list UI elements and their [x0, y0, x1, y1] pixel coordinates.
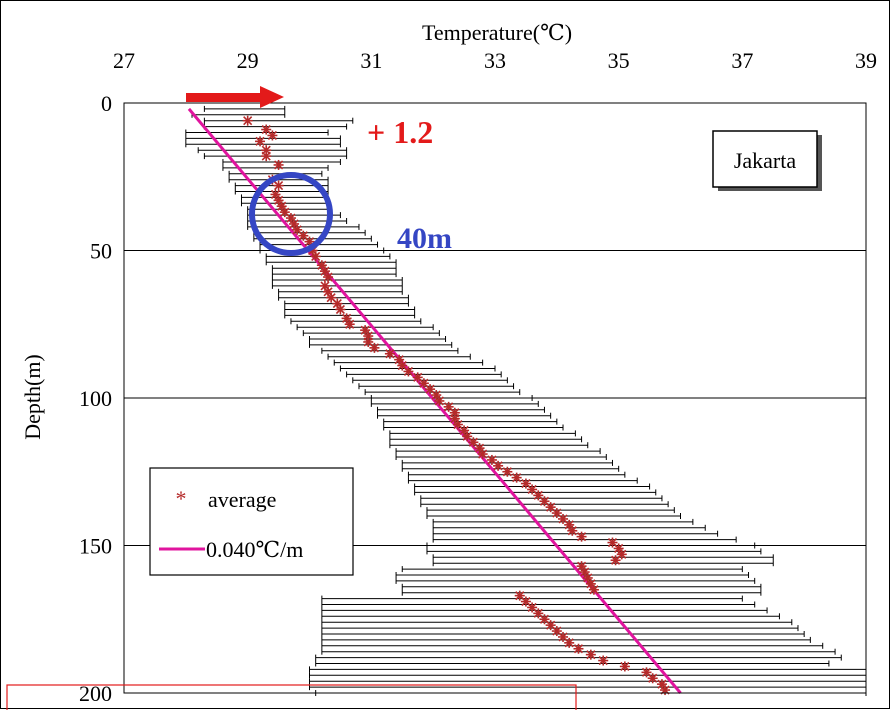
y-tick-label: 0 — [101, 91, 112, 116]
average-point — [274, 160, 284, 170]
x-tick-label: 27 — [113, 48, 135, 73]
x-tick-label: 35 — [608, 48, 630, 73]
x-tick-label: 33 — [484, 48, 506, 73]
location-box: Jakarta — [713, 131, 822, 191]
location-label: Jakarta — [734, 148, 797, 173]
y-tick-label: 100 — [79, 386, 112, 411]
x-axis-title: Temperature(℃) — [422, 20, 572, 45]
average-point — [512, 473, 522, 483]
average-point — [369, 343, 379, 353]
y-axis-title: Depth(m) — [20, 354, 45, 440]
average-point — [274, 181, 284, 191]
average-point — [243, 116, 253, 126]
average-point — [648, 673, 658, 683]
average-point — [586, 650, 596, 660]
average-point — [478, 449, 488, 459]
average-point — [434, 396, 444, 406]
x-tick-label: 31 — [360, 48, 382, 73]
average-point — [502, 467, 512, 477]
average-point — [573, 644, 583, 654]
average-point — [267, 130, 277, 140]
legend-line-label: 0.040℃/m — [206, 537, 303, 562]
x-tick-label: 29 — [237, 48, 259, 73]
depth-label: 40m — [397, 222, 452, 255]
average-point — [620, 661, 630, 671]
y-tick-label: 150 — [79, 534, 112, 559]
average-point — [255, 136, 265, 146]
legend: * average 0.040℃/m — [150, 468, 353, 575]
average-point — [493, 461, 503, 471]
average-point — [577, 532, 587, 542]
average-point — [403, 366, 413, 376]
average-point — [660, 685, 670, 695]
x-tick-label: 37 — [731, 48, 753, 73]
legend-average-marker-icon: * — [176, 486, 187, 511]
average-point — [564, 638, 574, 648]
warming-label: + 1.2 — [367, 114, 433, 150]
average-point — [323, 272, 333, 282]
average-point — [345, 319, 355, 329]
average-point — [598, 656, 608, 666]
x-tick-label: 39 — [855, 48, 877, 73]
average-point — [385, 349, 395, 359]
y-tick-label: 50 — [90, 239, 112, 264]
legend-average-label: average — [208, 487, 276, 512]
average-point — [611, 555, 621, 565]
average-point — [567, 526, 577, 536]
average-point — [311, 251, 321, 261]
average-point — [589, 585, 599, 595]
average-point — [335, 305, 345, 315]
average-point — [261, 151, 271, 161]
